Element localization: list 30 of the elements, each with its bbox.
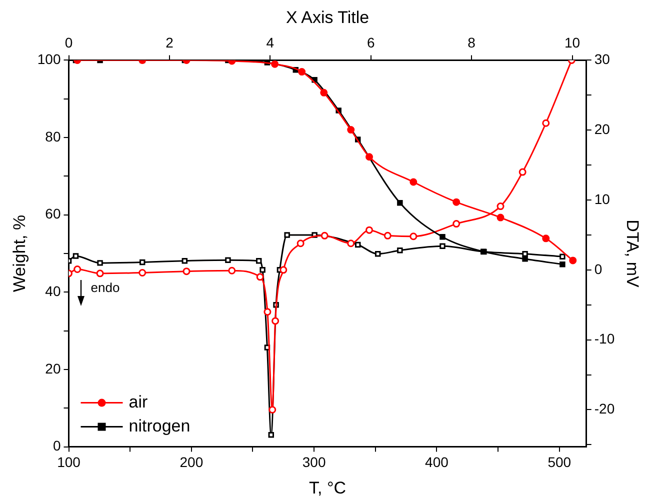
x2-tick-label: 8: [468, 34, 476, 51]
y-axis-title: Weight, %: [10, 214, 29, 292]
y2-tick-label: 10: [594, 190, 610, 207]
x2-tick-label: 10: [564, 34, 580, 51]
y-tick-label: 0: [52, 438, 61, 454]
x-tick-label: 500: [548, 454, 572, 470]
y2-tick-label: -20: [594, 400, 615, 417]
y-tick-label: 60: [45, 206, 61, 222]
x-tick-label: 200: [180, 454, 204, 470]
x-tick-label: 300: [302, 454, 326, 470]
y-tick-label: 80: [45, 128, 61, 144]
y-tick-label: 20: [45, 360, 61, 376]
x2-tick-label: 4: [266, 34, 274, 51]
annotation: endo: [90, 280, 120, 295]
x-tick-label: 100: [57, 454, 81, 470]
y2-tick-label: 0: [594, 260, 602, 277]
x-axis-title: T, °C: [309, 478, 346, 498]
y-tick-label: 100: [37, 51, 61, 68]
y2-axis-title: DTA, mV: [623, 220, 642, 288]
y2-tick-label: 20: [594, 120, 610, 137]
legend-label: nitrogen: [128, 416, 190, 436]
x2-tick-label: 0: [64, 34, 73, 51]
y2-tick-label: 30: [594, 51, 610, 68]
x2-tick-label: 2: [166, 34, 174, 51]
legend-label: air: [128, 392, 148, 412]
x2-tick-label: 6: [366, 34, 375, 51]
y-tick-label: 40: [45, 283, 61, 300]
y2-tick-label: -10: [594, 330, 615, 347]
x-tick-label: 400: [425, 454, 449, 470]
x2-axis-title: X Axis Title: [286, 8, 370, 27]
